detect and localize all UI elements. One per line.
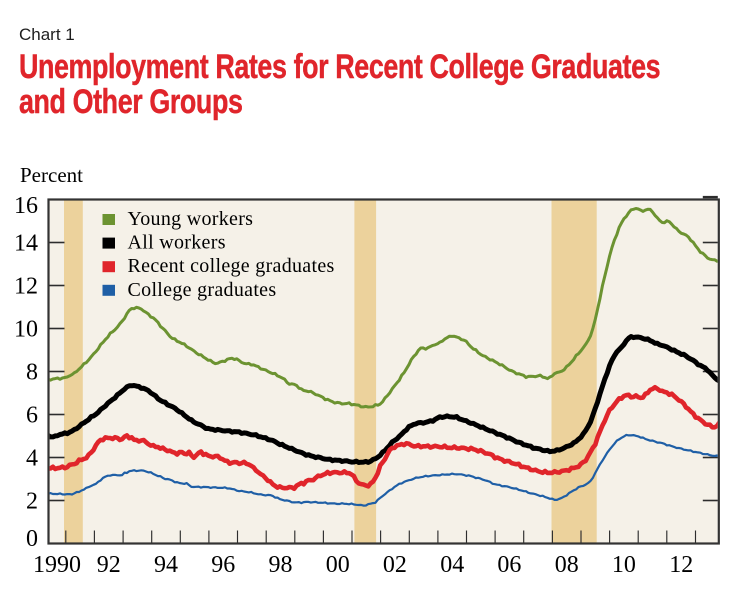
svg-text:10: 10: [612, 552, 636, 578]
svg-text:12: 12: [14, 274, 38, 300]
svg-text:12: 12: [669, 552, 693, 578]
svg-text:College graduates: College graduates: [128, 279, 277, 301]
svg-text:06: 06: [497, 552, 521, 578]
svg-text:08: 08: [555, 552, 579, 578]
svg-text:0: 0: [26, 526, 38, 552]
svg-text:8: 8: [26, 360, 38, 386]
svg-text:94: 94: [154, 552, 178, 578]
svg-text:4: 4: [26, 446, 38, 472]
svg-text:10: 10: [14, 317, 38, 343]
svg-text:All workers: All workers: [128, 232, 226, 254]
svg-text:92: 92: [97, 552, 121, 578]
svg-text:1990: 1990: [33, 552, 81, 578]
svg-text:04: 04: [440, 552, 464, 578]
svg-text:Young workers: Young workers: [128, 208, 254, 230]
svg-text:14: 14: [14, 231, 38, 257]
svg-text:96: 96: [211, 552, 235, 578]
svg-text:98: 98: [269, 552, 293, 578]
svg-text:6: 6: [26, 403, 38, 429]
svg-text:00: 00: [326, 552, 350, 578]
svg-text:02: 02: [383, 552, 407, 578]
svg-text:Recent college graduates: Recent college graduates: [128, 255, 335, 277]
svg-text:16: 16: [14, 193, 38, 219]
svg-text:2: 2: [26, 489, 38, 515]
